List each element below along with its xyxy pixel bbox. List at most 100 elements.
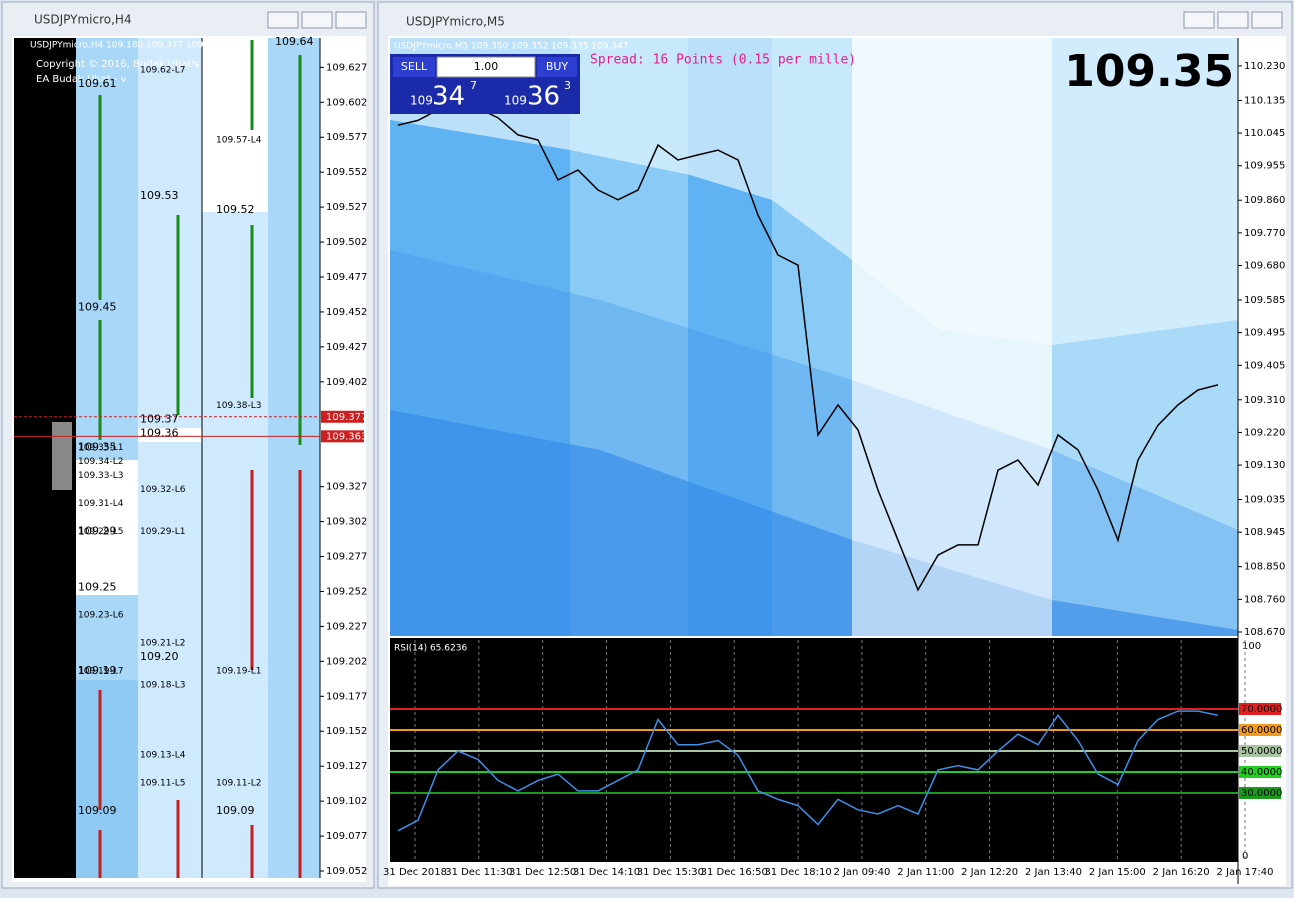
level-tag	[1239, 787, 1281, 799]
y-tick-label: 109.527	[326, 202, 367, 213]
level-label: 109.23-L6	[78, 611, 124, 621]
level-label: 30.0000	[1241, 788, 1282, 799]
left-header: USDJPYmicro,H4 109.180 109.377 109.1	[30, 41, 212, 51]
buy-button[interactable]	[537, 57, 577, 77]
price-tag	[321, 410, 364, 423]
y-tick-label: 108.760	[1244, 594, 1285, 605]
price-tag-label: 109.377	[326, 412, 367, 423]
y-tick-label: 109.495	[1244, 328, 1285, 339]
y-tick-label: 109.202	[326, 656, 367, 667]
level-tag	[1239, 766, 1281, 778]
level-label: 109.37	[140, 413, 179, 426]
y-tick-label: 100	[1242, 641, 1261, 652]
sell-label: SELL	[401, 60, 428, 73]
level-label: 109.20	[140, 650, 179, 663]
level-label: 109.64	[275, 35, 314, 48]
level-label: 109.52	[216, 203, 255, 216]
level-label: 109.62-L7	[140, 66, 185, 76]
y-tick-label: 110.230	[1244, 61, 1285, 72]
y-tick-label: 109.102	[326, 796, 367, 807]
time-label: 31 Dec 2018	[383, 867, 447, 878]
copyright: Copyright © 2016, Budak Ubat's	[36, 59, 199, 70]
level-label: 109.57-L4	[216, 136, 262, 146]
y-tick-label: 109.130	[1244, 460, 1285, 471]
level-label: 109.32-L6	[140, 485, 186, 495]
price-tag-label: 109.363	[326, 431, 367, 442]
level-label: 109.34-L2	[78, 457, 123, 467]
time-label: 2 Jan 17:40	[1217, 867, 1274, 878]
price-line	[397, 99, 1219, 592]
time-label: 2 Jan 12:20	[961, 867, 1018, 878]
y-tick-label: 109.602	[326, 97, 367, 108]
level-label: 109.09	[216, 804, 255, 817]
y-tick-label: 109.627	[326, 62, 367, 73]
big-price: 109.35	[1064, 46, 1234, 97]
level-label: 109.11-L2	[216, 778, 261, 788]
level-label: 109.18-L3	[140, 681, 185, 691]
bid-sup: 7	[470, 79, 477, 92]
y-tick-label: 108.945	[1244, 527, 1285, 538]
level-label: 109.29	[78, 524, 117, 537]
level-label: 109.19-L1	[216, 667, 261, 677]
level-label: 109.11-L5	[140, 778, 185, 788]
level-label: 109.35-L1	[78, 443, 123, 453]
lot-input[interactable]	[436, 56, 536, 78]
column-bands	[76, 38, 321, 878]
sell-button[interactable]	[393, 57, 435, 77]
time-label: 2 Jan 11:00	[897, 867, 954, 878]
y-tick-label: 109.577	[326, 132, 367, 143]
time-label: 31 Dec 18:10	[764, 867, 831, 878]
y-tick-label: 109.402	[326, 377, 367, 388]
buy-label: BUY	[546, 60, 569, 73]
time-label: 31 Dec 12:50	[509, 867, 576, 878]
rsi-title: RSI(14) 65.6236	[394, 644, 467, 654]
y-tick-label: 109.227	[326, 621, 367, 632]
y-tick-label: 109.327	[326, 482, 367, 493]
y-tick-label: 109.502	[326, 237, 367, 248]
y-tick-label: 109.052	[326, 866, 367, 877]
y-tick-label: 109.302	[326, 517, 367, 528]
level-label: 109.31-L4	[78, 499, 124, 509]
y-tick-label: 109.035	[1244, 495, 1285, 506]
ask-big: 109	[504, 94, 527, 108]
y-tick-label: 109.277	[326, 552, 367, 563]
y-tick-label: 109.955	[1244, 161, 1285, 172]
y-tick-label: 108.670	[1244, 627, 1285, 638]
level-label: 109.19-L7	[78, 667, 123, 677]
level-label: 109.53	[140, 189, 179, 202]
time-label: 2 Jan 13:40	[1025, 867, 1082, 878]
level-label: 60.0000	[1241, 725, 1282, 736]
y-tick-label: 109.452	[326, 307, 367, 318]
price-tag	[321, 430, 364, 443]
y-tick-label: 108.850	[1244, 562, 1285, 573]
time-label: 2 Jan 16:20	[1153, 867, 1210, 878]
ask-sup: 3	[564, 79, 571, 92]
y-tick-label: 109.405	[1244, 360, 1285, 371]
lot-value: 1.00	[474, 60, 499, 73]
y-tick-label: 110.135	[1244, 95, 1285, 106]
level-tag	[1239, 745, 1281, 757]
window-buttons[interactable]	[267, 11, 367, 29]
level-tag	[1239, 703, 1281, 715]
level-label: 109.25	[78, 580, 117, 593]
y-tick-label: 109.860	[1244, 195, 1285, 206]
bid-big: 109	[410, 94, 433, 108]
level-label: 109.36	[140, 427, 179, 440]
rsi-line	[397, 710, 1219, 832]
level-label: 109.33-L3	[78, 471, 123, 481]
y-tick-label: 109.310	[1244, 395, 1285, 406]
time-label: 2 Jan 15:00	[1089, 867, 1146, 878]
level-label: 109.38-L3	[216, 401, 261, 411]
y-tick-label: 109.585	[1244, 295, 1285, 306]
time-label: 2 Jan 09:40	[833, 867, 890, 878]
window-buttons[interactable]	[1183, 11, 1283, 29]
y-tick-label: 109.177	[326, 691, 367, 702]
bid-main: 34	[432, 82, 465, 112]
level-label: 70.0000	[1241, 704, 1282, 715]
y-tick-label: 109.220	[1244, 427, 1285, 438]
level-label: 109.29-L5	[78, 527, 123, 537]
level-label: 109.09	[78, 804, 117, 817]
y-tick-label: 109.127	[326, 761, 367, 772]
y-tick-label: 109.680	[1244, 261, 1285, 272]
